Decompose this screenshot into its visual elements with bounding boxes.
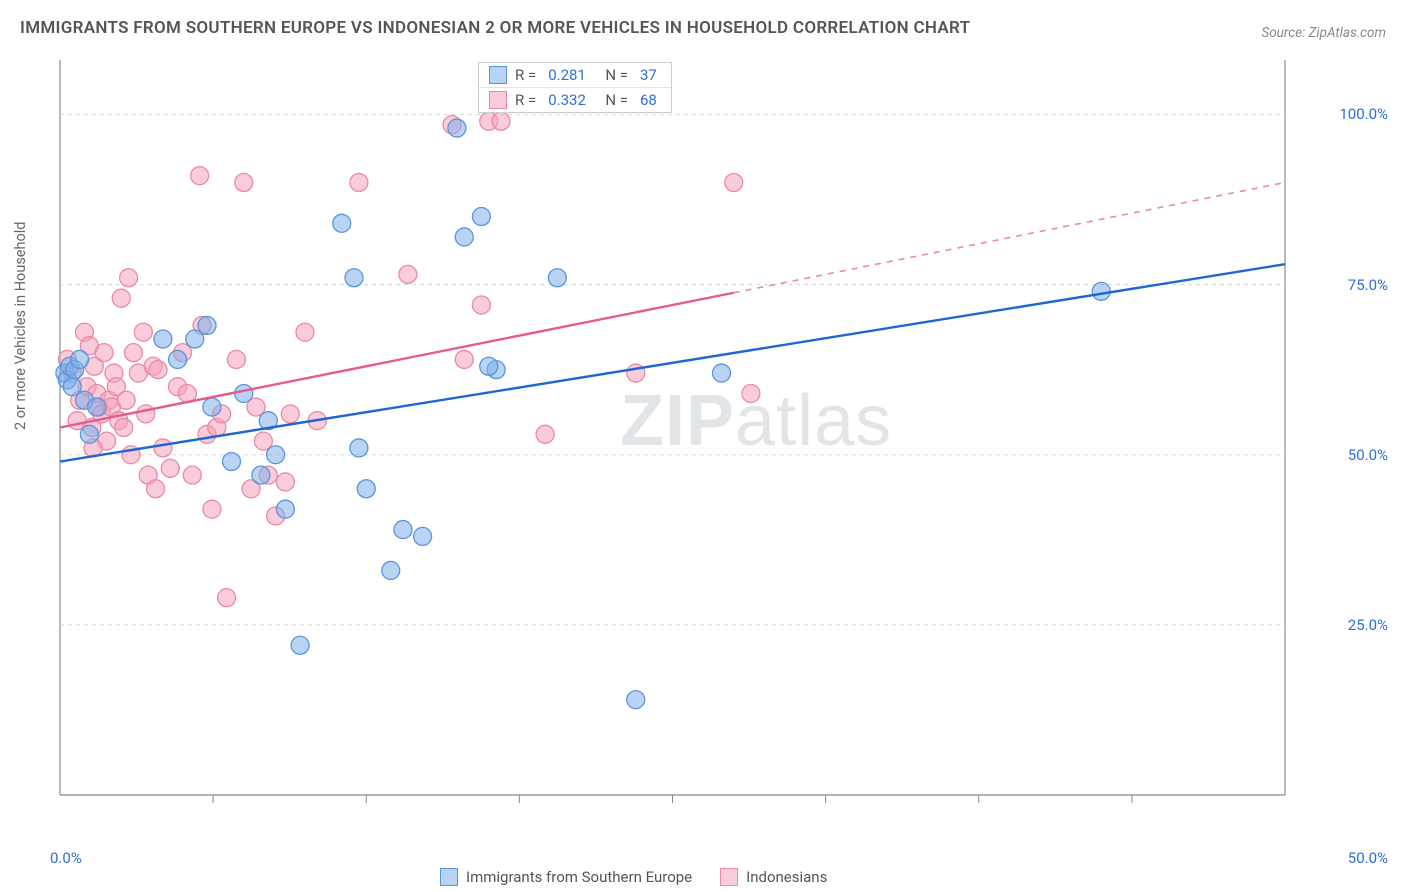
x-tick-0: 0.0% xyxy=(50,849,82,867)
legend-n-value-1: 37 xyxy=(640,66,657,84)
swatch-series2 xyxy=(489,91,507,109)
x-tick-50: 50.0% xyxy=(1348,849,1388,867)
legend-r-label: R = xyxy=(515,91,536,109)
y-tick-50: 50.0% xyxy=(1348,446,1388,464)
legend-row-series2: R = 0.332 N = 68 xyxy=(479,87,671,112)
legend-n-value-2: 68 xyxy=(640,91,657,109)
swatch-series1-bottom xyxy=(440,868,458,886)
swatch-series2-bottom xyxy=(720,868,738,886)
scatter-chart-svg xyxy=(55,55,1345,825)
y-tick-25: 25.0% xyxy=(1348,616,1388,634)
legend-n-label: N = xyxy=(598,91,628,109)
source-attribution: Source: ZipAtlas.com xyxy=(1261,25,1386,41)
legend-r-value-2: 0.332 xyxy=(548,91,586,109)
legend-item-series1: Immigrants from Southern Europe xyxy=(440,868,692,886)
chart-title: IMMIGRANTS FROM SOUTHERN EUROPE VS INDON… xyxy=(20,18,970,38)
legend-item-series2: Indonesians xyxy=(720,868,827,886)
legend-label-series2: Indonesians xyxy=(746,868,827,886)
swatch-series1 xyxy=(489,66,507,84)
series-legend: Immigrants from Southern Europe Indonesi… xyxy=(440,868,827,886)
chart-plot-area xyxy=(55,55,1345,825)
legend-row-series1: R = 0.281 N = 37 xyxy=(479,63,671,87)
legend-label-series1: Immigrants from Southern Europe xyxy=(466,868,692,886)
legend-r-value-1: 0.281 xyxy=(548,66,586,84)
y-tick-75: 75.0% xyxy=(1348,276,1388,294)
legend-r-label: R = xyxy=(515,66,536,84)
y-tick-100: 100.0% xyxy=(1339,105,1388,123)
legend-n-label: N = xyxy=(598,66,628,84)
y-axis-label: 2 or more Vehicles in Household xyxy=(12,222,29,430)
correlation-legend: R = 0.281 N = 37 R = 0.332 N = 68 xyxy=(478,62,672,113)
